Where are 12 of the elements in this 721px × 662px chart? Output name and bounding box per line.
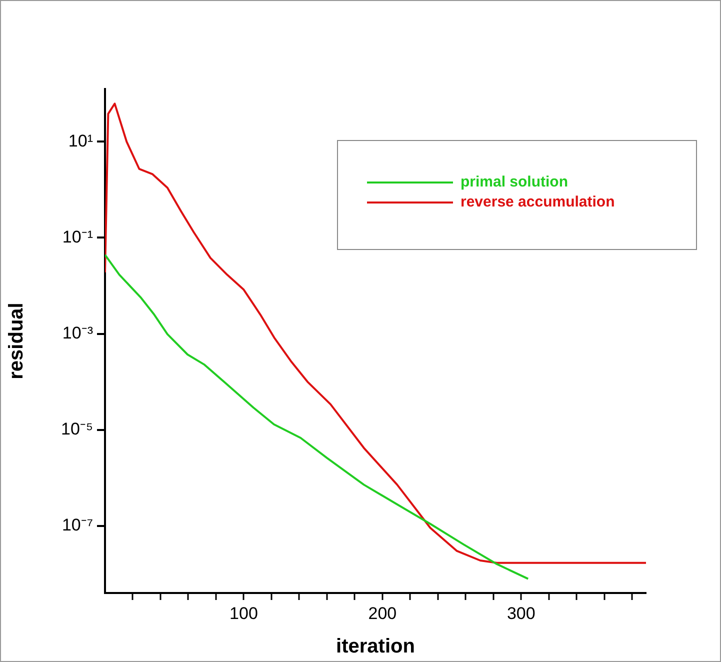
- text: reverse accumulation: [460, 194, 615, 211]
- text: primal solution: [460, 174, 568, 191]
- x-tick-label: 200: [368, 604, 397, 623]
- x-tick-label: 100: [230, 604, 258, 623]
- y-tick-label: 10⁻⁵: [61, 420, 93, 439]
- y-tick-label: 10¹: [68, 131, 94, 150]
- y-tick-label: 10⁻¹: [62, 227, 94, 246]
- y-axis-title: residual: [6, 302, 28, 380]
- x-axis-title: iteration: [336, 636, 415, 658]
- y-tick-label: 10⁻⁷: [62, 516, 93, 535]
- y-tick-label: 10⁻³: [62, 323, 94, 342]
- x-tick-label: 300: [506, 604, 536, 623]
